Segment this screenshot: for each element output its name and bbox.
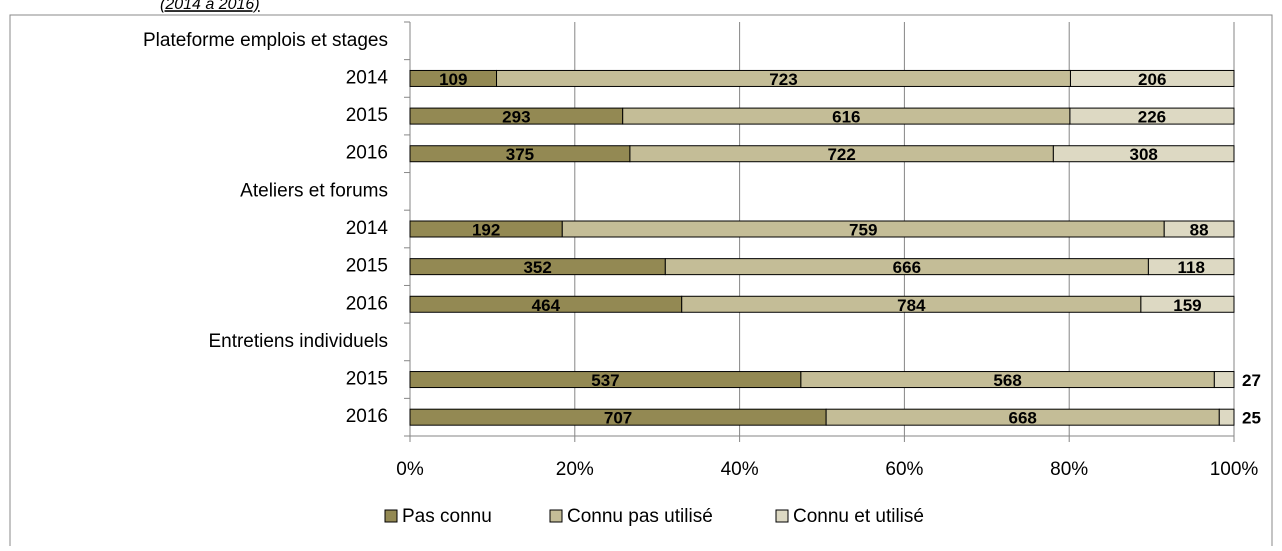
data-label: 159 [1173, 296, 1201, 315]
x-tick-label: 0% [396, 459, 424, 480]
y-tick-label: 2014 [346, 67, 389, 88]
legend-label: Connu pas utilisé [567, 506, 713, 527]
legend-label: Connu et utilisé [793, 506, 924, 527]
y-tick-label: 2014 [346, 218, 389, 239]
data-label: 192 [472, 220, 500, 239]
data-label: 666 [893, 258, 921, 277]
data-label: 27 [1242, 371, 1261, 390]
data-label: 88 [1190, 220, 1209, 239]
legend-swatch [775, 509, 789, 523]
bar-segment [1069, 69, 1235, 87]
data-label: 723 [769, 70, 797, 89]
legend-swatch [384, 509, 398, 523]
data-label: 206 [1138, 70, 1166, 89]
subtitle: (2014 à 2016) [160, 0, 260, 13]
data-label: 375 [506, 145, 534, 164]
x-tick-label: 60% [885, 459, 923, 480]
y-tick-label: 2016 [346, 293, 388, 314]
x-tick-label: 80% [1050, 459, 1088, 480]
data-label: 352 [523, 258, 551, 277]
bar-segment [1218, 408, 1235, 426]
legend-label: Pas connu [402, 506, 492, 527]
data-label: 759 [849, 220, 877, 239]
y-tick-label: Plateforme emplois et stages [143, 30, 388, 51]
y-tick-label: 2016 [346, 406, 388, 427]
data-label: 109 [439, 70, 467, 89]
data-label: 668 [1009, 409, 1037, 428]
bar-segment [1147, 258, 1235, 276]
data-label: 25 [1242, 409, 1261, 428]
chart-frame [9, 14, 1273, 551]
y-tick-label: 2015 [346, 256, 388, 277]
legend-swatch [549, 509, 563, 523]
x-tick-label: 100% [1210, 459, 1259, 480]
y-tick-label: 2015 [346, 105, 388, 126]
data-label: 226 [1138, 108, 1166, 127]
data-label: 722 [827, 145, 855, 164]
data-label: 707 [604, 409, 632, 428]
bar-segment [1163, 220, 1235, 238]
bar-segment [1213, 371, 1235, 389]
data-label: 118 [1177, 258, 1204, 277]
data-label: 537 [591, 371, 619, 390]
bar-segment [1052, 145, 1235, 163]
bar-segment [1069, 107, 1235, 125]
data-label: 784 [897, 296, 926, 315]
x-tick-label: 20% [556, 459, 594, 480]
bar-segment [1140, 295, 1235, 313]
data-label: 293 [502, 108, 530, 127]
data-label: 308 [1129, 145, 1157, 164]
data-label: 568 [993, 371, 1021, 390]
y-tick-label: 2016 [346, 143, 388, 164]
data-label: 464 [532, 296, 561, 315]
data-label: 616 [832, 108, 860, 127]
x-tick-label: 40% [721, 459, 759, 480]
y-tick-label: 2015 [346, 369, 388, 390]
y-tick-label: Ateliers et forums [240, 180, 388, 201]
y-tick-label: Entretiens individuels [208, 331, 388, 352]
